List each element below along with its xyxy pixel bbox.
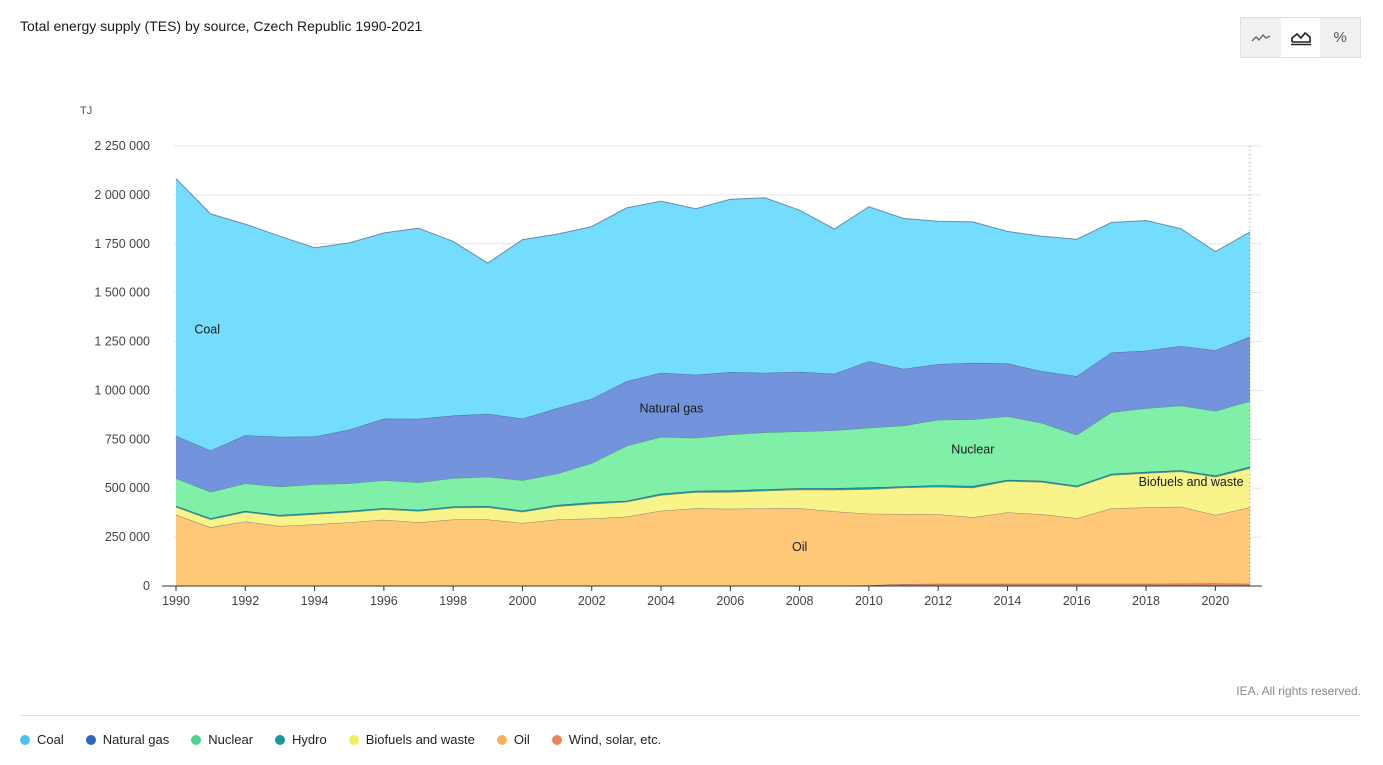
x-tick-label: 2000 (509, 594, 537, 608)
y-tick-label: 750 000 (105, 432, 150, 446)
legend-item-wind-solar[interactable]: Wind, solar, etc. (551, 732, 662, 747)
area-edge-nuclear (175, 400, 1251, 493)
area-natural-gas (176, 336, 1250, 492)
y-tick-label: 1 000 000 (94, 383, 150, 397)
chart-type-toggle: % (1240, 17, 1361, 58)
legend-dot-icon (275, 734, 286, 745)
legend-item-biofuels-and-waste[interactable]: Biofuels and waste (348, 732, 475, 747)
legend-label: Biofuels and waste (365, 732, 475, 747)
x-tick-label: 2016 (1063, 594, 1091, 608)
y-tick-label: 1 500 000 (94, 286, 150, 300)
y-tick-label: 250 000 (105, 530, 150, 544)
y-tick-label: 500 000 (105, 481, 150, 495)
legend-item-natural-gas[interactable]: Natural gas (85, 732, 170, 747)
copyright-notice: IEA. All rights reserved. (1236, 684, 1361, 698)
legend-divider (20, 715, 1361, 716)
percent-icon: % (1333, 29, 1347, 46)
area-oil (176, 506, 1250, 586)
area-label-coal: Coal (194, 323, 220, 337)
y-tick-label: 1 750 000 (94, 237, 150, 251)
x-tick-label: 2006 (716, 594, 744, 608)
x-tick-label: 1998 (439, 594, 467, 608)
area-chart-icon (1290, 31, 1311, 45)
x-tick-label: 2002 (578, 594, 606, 608)
legend-item-hydro[interactable]: Hydro (275, 732, 327, 747)
area-label-oil: Oil (792, 540, 807, 554)
legend-item-oil[interactable]: Oil (496, 732, 530, 747)
area-edge-coal (175, 178, 1251, 264)
legend-label: Nuclear (208, 732, 254, 747)
area-chart: 0 250 000 500 000 750 000 1 000 000 1 250 000… (80, 105, 1262, 608)
area-label-nuclear: Nuclear (951, 442, 994, 456)
legend-dot-icon (348, 734, 359, 745)
area-coal (176, 178, 1250, 451)
y-tick-label: 2 000 000 (94, 188, 150, 202)
legend-dot-icon (20, 734, 30, 745)
y-tick-label: 0 (143, 579, 150, 593)
legend-label: Natural gas (102, 732, 170, 747)
area-label-natural-gas: Natural gas (639, 401, 703, 415)
x-tick-label: 2020 (1201, 594, 1229, 608)
x-tick-label: 2004 (647, 594, 675, 608)
x-tick-label: 2008 (786, 594, 814, 608)
line-chart-icon (1251, 33, 1271, 41)
legend-label: Oil (513, 732, 530, 747)
y-tick-label: 2 250 000 (94, 139, 150, 153)
x-tick-label: 1996 (370, 594, 398, 608)
y-tick-label: 1 250 000 (94, 335, 150, 349)
legend-label: Coal (37, 732, 64, 747)
area-nuclear (176, 401, 1250, 519)
area-label-biofuels-and-waste: Biofuels and waste (1139, 475, 1244, 489)
y-axis-unit-label: TJ (80, 105, 92, 117)
legend-dot-icon (496, 734, 507, 745)
line-chart-button[interactable] (1241, 18, 1281, 57)
x-tick-label: 2014 (994, 594, 1022, 608)
legend-label: Hydro (292, 732, 327, 747)
area-chart-button[interactable] (1280, 18, 1321, 57)
x-tick-label: 1990 (162, 594, 190, 608)
legend: Coal Natural gas Nuclear Hydro Biofuels … (20, 732, 661, 747)
x-tick-label: 2018 (1132, 594, 1160, 608)
legend-label: Wind, solar, etc. (568, 732, 662, 747)
legend-item-nuclear[interactable]: Nuclear (191, 732, 253, 747)
x-tick-label: 1992 (231, 594, 259, 608)
x-tick-label: 2012 (924, 594, 952, 608)
legend-dot-icon (551, 734, 562, 745)
chart-title: Total energy supply (TES) by source, Cze… (20, 18, 423, 34)
x-tick-label: 1994 (301, 594, 329, 608)
area-biofuels-and-waste (176, 468, 1250, 528)
legend-item-coal[interactable]: Coal (20, 732, 64, 747)
legend-dot-icon (85, 734, 96, 745)
percent-button[interactable]: % (1320, 18, 1360, 57)
x-tick-label: 2010 (855, 594, 883, 608)
legend-dot-icon (191, 734, 202, 745)
